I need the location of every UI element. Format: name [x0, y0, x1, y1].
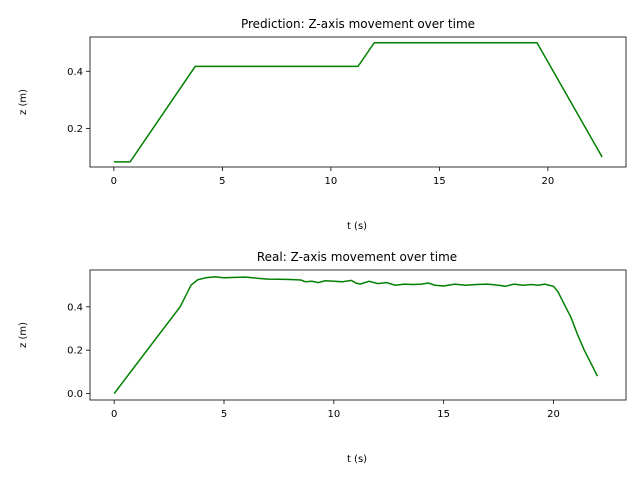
prediction-x-tick-label: 15: [433, 176, 446, 187]
real-x-tick-label: 15: [437, 409, 450, 420]
real-x-tick-label: 10: [327, 409, 340, 420]
prediction-y-tick-label: 0.4: [67, 67, 83, 78]
real-x-tick-label: 20: [547, 409, 560, 420]
prediction-plot-area: [89, 36, 627, 168]
real-y-tick-label: 0.0: [67, 389, 83, 400]
real-y-axis-label: z (m): [18, 322, 29, 348]
prediction-ticks: 0 5 10 15 20 0.2 0.4: [67, 67, 554, 187]
real-ticks: 0 5 10 15 20 0.0 0.2 0.4: [67, 302, 560, 420]
prediction-x-tick-label: 5: [219, 176, 225, 187]
real-series-line: [113, 276, 599, 394]
prediction-series-line: [113, 41, 603, 163]
real-chart: Real: Z-axis movement over time t (s) z …: [18, 250, 627, 465]
prediction-x-tick-label: 10: [325, 176, 338, 187]
prediction-x-tick-label: 20: [542, 176, 555, 187]
real-y-tick-label: 0.4: [67, 302, 83, 313]
prediction-x-tick-label: 0: [111, 176, 117, 187]
real-chart-title: Real: Z-axis movement over time: [257, 250, 457, 264]
prediction-chart: Prediction: Z-axis movement over time t …: [18, 17, 627, 232]
real-y-tick-label: 0.2: [67, 346, 83, 357]
prediction-y-tick-label: 0.2: [67, 124, 83, 135]
real-x-tick-label: 0: [111, 409, 117, 420]
prediction-x-axis-label: t (s): [347, 221, 367, 232]
real-x-axis-label: t (s): [347, 454, 367, 465]
real-x-tick-label: 5: [221, 409, 227, 420]
prediction-chart-title: Prediction: Z-axis movement over time: [241, 17, 475, 31]
real-plot-area: [89, 269, 627, 401]
prediction-y-axis-label: z (m): [18, 89, 29, 115]
